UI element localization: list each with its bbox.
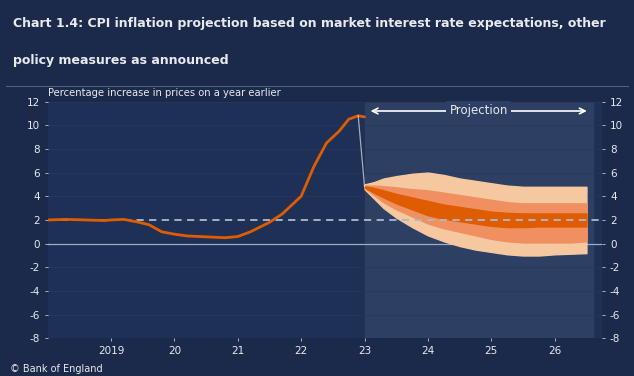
Text: policy measures as announced: policy measures as announced bbox=[13, 54, 228, 67]
Text: Percentage increase in prices on a year earlier: Percentage increase in prices on a year … bbox=[48, 88, 280, 98]
Bar bbox=[365, 102, 593, 338]
Text: © Bank of England: © Bank of England bbox=[10, 364, 102, 374]
Text: Projection: Projection bbox=[450, 105, 508, 117]
Text: Chart 1.4: CPI inflation projection based on market interest rate expectations, : Chart 1.4: CPI inflation projection base… bbox=[13, 17, 605, 30]
